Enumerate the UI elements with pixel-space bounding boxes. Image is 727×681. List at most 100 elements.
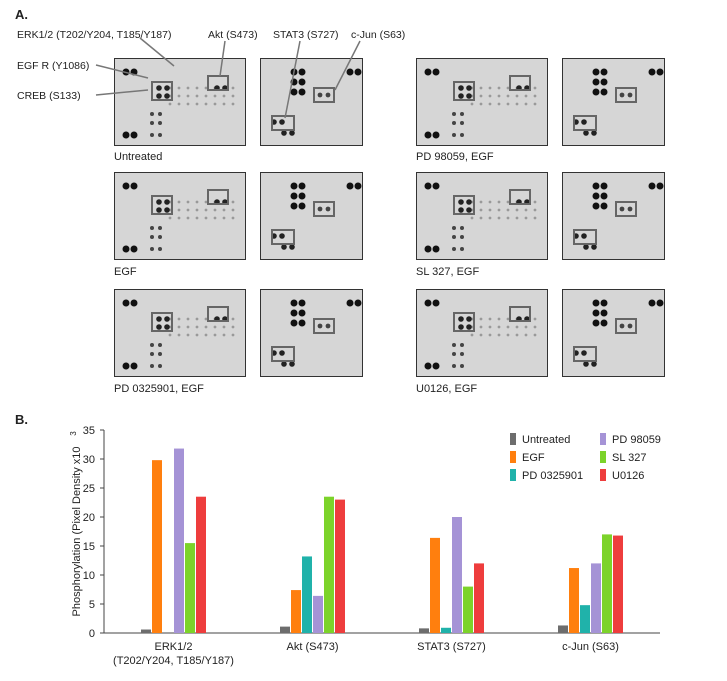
blot-spot <box>177 208 181 212</box>
blot-spot <box>204 333 208 337</box>
blot-spot <box>466 199 472 205</box>
legend-label: PD 98059 <box>612 434 661 446</box>
blot-highlight-box <box>615 201 637 217</box>
y-tick-label: 10 <box>83 570 95 582</box>
blot-spot <box>479 94 483 98</box>
blot-spot <box>122 245 130 253</box>
bar-u0126 <box>613 535 623 633</box>
callout-stat3: STAT3 (S727) <box>273 29 339 41</box>
bar-egf <box>291 590 301 633</box>
blot-spot <box>289 130 295 136</box>
blot-spot <box>195 208 199 212</box>
blot-spot <box>479 102 483 106</box>
blot-spot <box>533 216 537 220</box>
blot-spot <box>458 93 464 99</box>
blot-spot <box>619 206 625 212</box>
array-caption: PD 98059, EGF <box>416 151 494 163</box>
blot-highlight-box <box>271 346 295 362</box>
blot-spot <box>600 309 608 317</box>
callout-leader-line <box>334 40 361 91</box>
blot-spot <box>298 319 306 327</box>
blot-spot <box>213 94 217 98</box>
bar-sl-327 <box>463 586 473 633</box>
legend-label: PD 0325901 <box>522 470 583 482</box>
blot-spot <box>488 325 492 329</box>
bar-egf <box>430 537 440 633</box>
blot-spot <box>354 299 362 307</box>
blot-spot <box>290 182 298 190</box>
legend-swatch <box>510 451 516 463</box>
blot-spot <box>195 333 199 337</box>
blot-spot <box>497 86 501 90</box>
blot-spot <box>177 317 181 321</box>
blot-spot <box>515 94 519 98</box>
blot-highlight-box <box>271 229 295 245</box>
legend-swatch <box>510 433 516 445</box>
blot-spot <box>460 352 464 356</box>
blot-highlight-box <box>453 195 475 215</box>
blot-spot <box>452 247 456 251</box>
blot-spot <box>354 182 362 190</box>
blot-spot <box>158 235 162 239</box>
blot-spot <box>452 235 456 239</box>
blot-spot <box>515 208 519 212</box>
blot-spot <box>452 121 456 125</box>
blot-spot <box>533 317 537 321</box>
blot-spot <box>506 86 510 90</box>
blot-spot <box>186 102 190 106</box>
blot-spot <box>164 85 170 91</box>
blot-spot <box>432 182 440 190</box>
blot-spot <box>432 131 440 139</box>
blot-spot <box>452 133 456 137</box>
blot-highlight-box <box>207 189 229 205</box>
blot-spot <box>156 93 162 99</box>
panel-b-label: B. <box>15 412 28 427</box>
blot-spot <box>619 92 625 98</box>
blot-spot <box>204 86 208 90</box>
blot-spot <box>458 207 464 213</box>
x-category-label: Akt (S473) <box>287 641 339 653</box>
blot-spot <box>524 102 528 106</box>
blot-spot <box>515 333 519 337</box>
blot-spot <box>488 94 492 98</box>
blot-spot <box>164 199 170 205</box>
callout-erk: ERK1/2 (T202/Y204, T185/Y187) <box>17 29 172 41</box>
blot-spot <box>231 317 235 321</box>
array-pd98059-right <box>562 58 665 146</box>
blot-spot <box>204 200 208 204</box>
blot-spot <box>524 216 528 220</box>
blot-spot <box>213 208 217 212</box>
blot-highlight-box <box>151 312 173 332</box>
blot-spot <box>488 317 492 321</box>
blot-spot <box>195 325 199 329</box>
blot-highlight-box <box>509 189 531 205</box>
blot-spot <box>279 119 285 125</box>
blot-spot <box>460 343 464 347</box>
blot-spot <box>458 316 464 322</box>
blot-spot <box>600 88 608 96</box>
blot-spot <box>186 333 190 337</box>
blot-spot <box>488 208 492 212</box>
blot-spot <box>470 216 474 220</box>
blot-spot <box>591 130 597 136</box>
blot-spot <box>290 299 298 307</box>
blot-spot <box>583 130 589 136</box>
blot-spot <box>619 323 625 329</box>
blot-spot <box>479 200 483 204</box>
array-pd0325901-right <box>260 289 363 377</box>
blot-spot <box>432 68 440 76</box>
blot-spot <box>222 94 226 98</box>
blot-spot <box>460 133 464 137</box>
blot-spot <box>488 333 492 337</box>
blot-spot <box>346 68 354 76</box>
blot-spot <box>177 333 181 337</box>
blot-spot <box>298 299 306 307</box>
blot-spot <box>581 119 587 125</box>
blot-spot <box>156 199 162 205</box>
blot-spot <box>583 244 589 250</box>
blot-spot <box>506 94 510 98</box>
blot-spot <box>231 94 235 98</box>
blot-spot <box>479 325 483 329</box>
bar-pd-98059 <box>174 448 184 633</box>
blot-spot <box>298 68 306 76</box>
